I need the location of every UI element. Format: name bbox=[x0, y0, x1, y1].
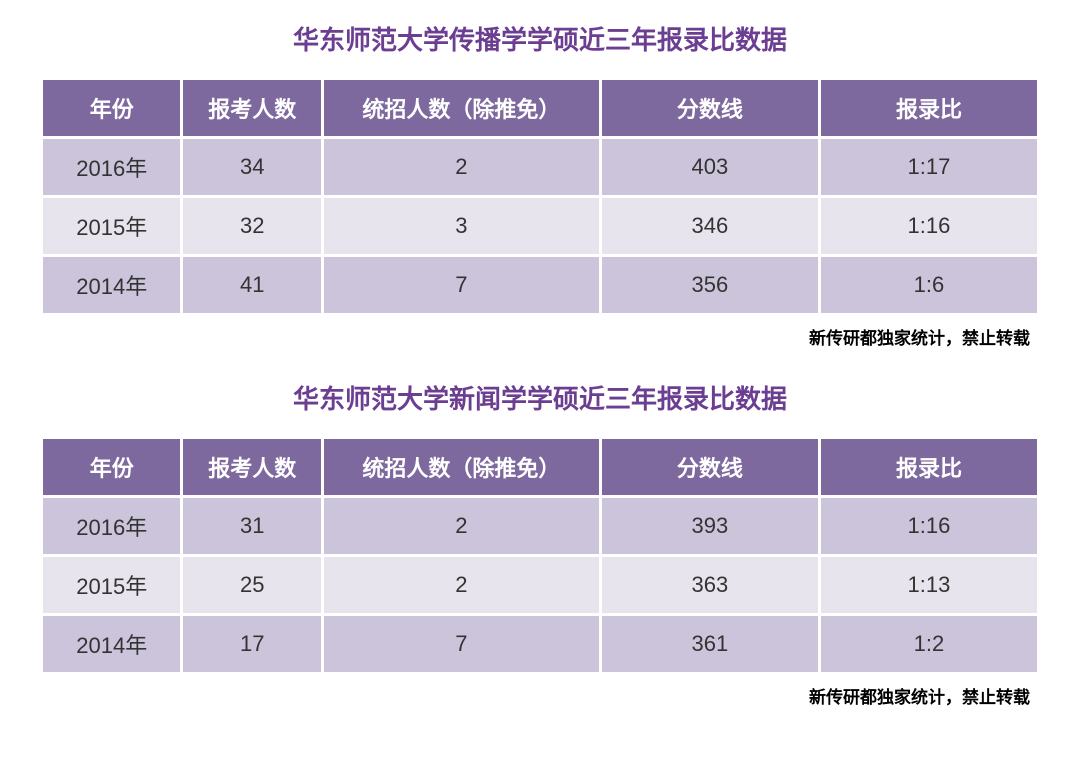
table-cell: 7 bbox=[324, 616, 599, 672]
table-cell: 2014年 bbox=[43, 616, 180, 672]
table2-footer: 新传研都独家统计，禁止转载 bbox=[40, 683, 1040, 708]
table-row: 2014年 17 7 361 1:2 bbox=[43, 616, 1037, 672]
table2-section: 华东师范大学新闻学学硕近三年报录比数据 年份 报考人数 统招人数（除推免） 分数… bbox=[40, 379, 1040, 708]
table-cell: 2015年 bbox=[43, 557, 180, 613]
table-row: 2016年 34 2 403 1:17 bbox=[43, 139, 1037, 195]
table-cell: 363 bbox=[602, 557, 818, 613]
table-cell: 393 bbox=[602, 498, 818, 554]
table2-title: 华东师范大学新闻学学硕近三年报录比数据 bbox=[40, 379, 1040, 416]
table-cell: 2014年 bbox=[43, 257, 180, 313]
table-cell: 356 bbox=[602, 257, 818, 313]
table-row: 2015年 32 3 346 1:16 bbox=[43, 198, 1037, 254]
table1-title: 华东师范大学传播学学硕近三年报录比数据 bbox=[40, 20, 1040, 57]
table-cell: 17 bbox=[183, 616, 320, 672]
table-cell: 2 bbox=[324, 557, 599, 613]
table-cell: 1:6 bbox=[821, 257, 1037, 313]
table-cell: 2015年 bbox=[43, 198, 180, 254]
table1-header-cell: 报录比 bbox=[821, 80, 1037, 136]
table-cell: 1:17 bbox=[821, 139, 1037, 195]
table2-header-row: 年份 报考人数 统招人数（除推免） 分数线 报录比 bbox=[43, 439, 1037, 495]
table-row: 2016年 31 2 393 1:16 bbox=[43, 498, 1037, 554]
table2-header-cell: 报考人数 bbox=[183, 439, 320, 495]
table-cell: 41 bbox=[183, 257, 320, 313]
table-cell: 7 bbox=[324, 257, 599, 313]
table-cell: 361 bbox=[602, 616, 818, 672]
table-cell: 2016年 bbox=[43, 498, 180, 554]
table-cell: 2 bbox=[324, 139, 599, 195]
table-cell: 34 bbox=[183, 139, 320, 195]
table2: 年份 报考人数 统招人数（除推免） 分数线 报录比 2016年 31 2 393… bbox=[40, 436, 1040, 675]
table-row: 2014年 41 7 356 1:6 bbox=[43, 257, 1037, 313]
table-cell: 1:2 bbox=[821, 616, 1037, 672]
table-cell: 1:16 bbox=[821, 498, 1037, 554]
table1-section: 华东师范大学传播学学硕近三年报录比数据 年份 报考人数 统招人数（除推免） 分数… bbox=[40, 20, 1040, 349]
table-cell: 1:13 bbox=[821, 557, 1037, 613]
table1-header-cell: 报考人数 bbox=[183, 80, 320, 136]
table1-footer: 新传研都独家统计，禁止转载 bbox=[40, 324, 1040, 349]
table-cell: 403 bbox=[602, 139, 818, 195]
table-row: 2015年 25 2 363 1:13 bbox=[43, 557, 1037, 613]
table1-header-cell: 分数线 bbox=[602, 80, 818, 136]
table2-header-cell: 统招人数（除推免） bbox=[324, 439, 599, 495]
table-cell: 346 bbox=[602, 198, 818, 254]
table1-header-row: 年份 报考人数 统招人数（除推免） 分数线 报录比 bbox=[43, 80, 1037, 136]
table-cell: 1:16 bbox=[821, 198, 1037, 254]
table2-header-cell: 分数线 bbox=[602, 439, 818, 495]
table-cell: 2016年 bbox=[43, 139, 180, 195]
table2-header-cell: 报录比 bbox=[821, 439, 1037, 495]
table1: 年份 报考人数 统招人数（除推免） 分数线 报录比 2016年 34 2 403… bbox=[40, 77, 1040, 316]
table-cell: 31 bbox=[183, 498, 320, 554]
table1-header-cell: 年份 bbox=[43, 80, 180, 136]
table-cell: 32 bbox=[183, 198, 320, 254]
table-cell: 25 bbox=[183, 557, 320, 613]
table-cell: 3 bbox=[324, 198, 599, 254]
table-cell: 2 bbox=[324, 498, 599, 554]
table2-header-cell: 年份 bbox=[43, 439, 180, 495]
table1-header-cell: 统招人数（除推免） bbox=[324, 80, 599, 136]
